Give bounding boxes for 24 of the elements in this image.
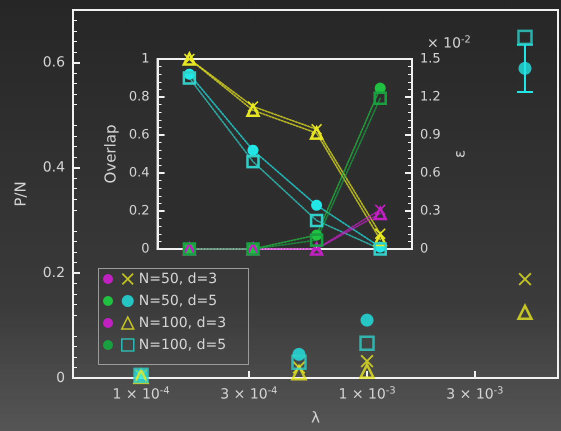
- y2-tick-label: 0.6: [420, 166, 441, 180]
- legend-label: N=50, d=5: [138, 293, 218, 309]
- y2-axis-title: ε: [450, 150, 468, 158]
- y2-tick-label: 0.3: [420, 204, 441, 218]
- y2-tick-label: 0: [420, 242, 428, 256]
- y-tick-label: 1: [141, 52, 150, 66]
- y2-tick-label: 1.2: [420, 90, 441, 104]
- y2-tick-label: 0.9: [420, 128, 441, 142]
- x-axis-title: λ: [311, 408, 320, 426]
- y-tick-label: 0.4: [42, 160, 66, 176]
- y-tick-label: 0: [141, 242, 150, 256]
- y-tick-label: 0.6: [42, 54, 66, 71]
- y-axis-title: P/N: [12, 181, 30, 207]
- y-axis-title: Overlap: [102, 124, 120, 184]
- y-tick-label: 0.2: [42, 264, 65, 281]
- y2-tick-label: 1.5: [420, 52, 441, 66]
- legend-label: N=100, d=5: [138, 337, 226, 353]
- legend-label: N=100, d=3: [138, 315, 226, 331]
- y-tick-label: 0.4: [128, 166, 150, 180]
- y-tick-label: 0.6: [128, 128, 150, 142]
- legend-label: N=50, d=3: [138, 271, 218, 287]
- y-tick-label: 0: [56, 370, 65, 386]
- y-tick-label: 0.8: [128, 90, 150, 104]
- y-tick-label: 0.2: [128, 204, 150, 218]
